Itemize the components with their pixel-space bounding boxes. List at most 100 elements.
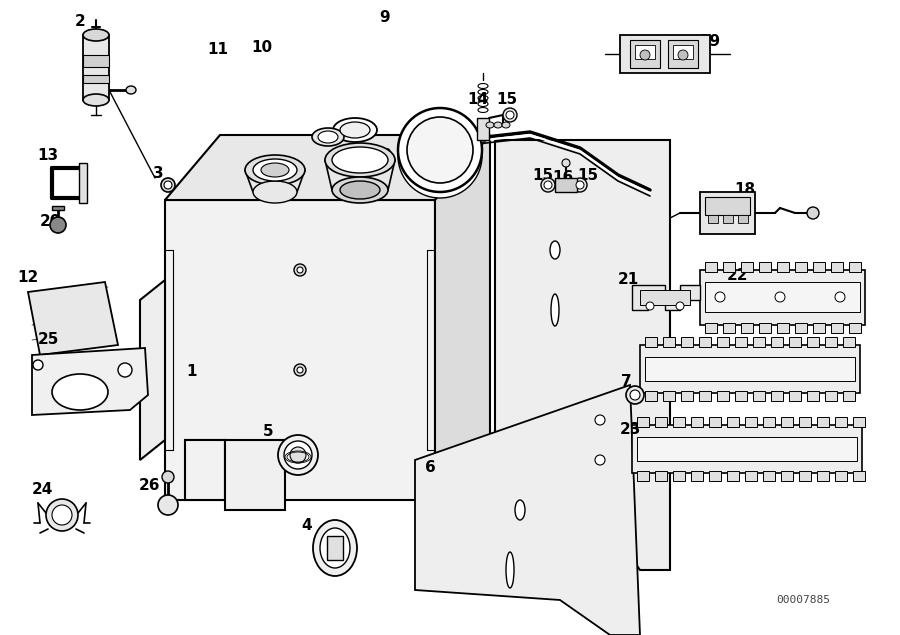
Bar — [853, 471, 865, 481]
Ellipse shape — [320, 528, 350, 568]
Bar — [83, 35, 109, 100]
Polygon shape — [632, 285, 700, 310]
Polygon shape — [140, 280, 165, 460]
Circle shape — [284, 441, 312, 469]
Bar — [705, 197, 750, 215]
Circle shape — [676, 302, 684, 310]
Bar — [645, 391, 657, 401]
Ellipse shape — [312, 128, 344, 146]
Bar — [637, 471, 649, 481]
Circle shape — [290, 447, 306, 463]
Text: 2: 2 — [75, 15, 86, 29]
Circle shape — [162, 471, 174, 483]
Text: 22: 22 — [727, 267, 749, 283]
Bar — [709, 417, 721, 427]
Bar — [789, 391, 801, 401]
Bar — [640, 290, 690, 305]
Text: 5: 5 — [263, 425, 274, 439]
Bar — [727, 417, 739, 427]
Ellipse shape — [407, 117, 473, 183]
Bar — [663, 337, 675, 347]
Bar — [691, 417, 703, 427]
Bar — [723, 215, 733, 223]
Circle shape — [297, 367, 303, 373]
Ellipse shape — [486, 122, 494, 128]
Bar — [813, 262, 825, 272]
Ellipse shape — [332, 177, 388, 203]
Bar — [853, 417, 865, 427]
Circle shape — [595, 415, 605, 425]
Bar — [632, 425, 862, 473]
Circle shape — [646, 302, 654, 310]
Circle shape — [50, 217, 66, 233]
Ellipse shape — [332, 147, 388, 173]
Circle shape — [640, 50, 650, 60]
Circle shape — [164, 181, 172, 189]
Circle shape — [544, 181, 552, 189]
Bar — [763, 417, 775, 427]
Bar — [663, 391, 675, 401]
Ellipse shape — [494, 122, 502, 128]
Text: 26: 26 — [140, 478, 161, 493]
Circle shape — [52, 505, 72, 525]
Bar — [723, 262, 735, 272]
Bar — [807, 337, 819, 347]
Bar — [630, 40, 660, 68]
Circle shape — [678, 50, 688, 60]
Bar — [709, 471, 721, 481]
Bar — [681, 391, 693, 401]
Bar — [843, 391, 855, 401]
Bar — [753, 337, 765, 347]
Bar — [795, 323, 807, 333]
Ellipse shape — [126, 86, 136, 94]
Bar — [727, 471, 739, 481]
Bar — [673, 417, 685, 427]
Bar — [620, 35, 710, 73]
Bar — [700, 192, 755, 234]
Ellipse shape — [550, 241, 560, 259]
Text: 15: 15 — [533, 168, 554, 182]
Bar — [799, 417, 811, 427]
Text: 13: 13 — [38, 147, 58, 163]
Bar — [759, 262, 771, 272]
Circle shape — [626, 386, 644, 404]
Circle shape — [835, 292, 845, 302]
Bar — [831, 323, 843, 333]
Text: 17: 17 — [418, 150, 438, 166]
Bar — [835, 471, 847, 481]
Polygon shape — [165, 135, 490, 200]
Bar — [763, 471, 775, 481]
Bar — [705, 262, 717, 272]
Circle shape — [807, 207, 819, 219]
Bar — [741, 262, 753, 272]
Bar — [849, 323, 861, 333]
Polygon shape — [415, 385, 640, 635]
Text: 8: 8 — [380, 147, 391, 163]
Bar — [645, 337, 657, 347]
Ellipse shape — [333, 118, 377, 142]
Bar — [655, 471, 667, 481]
Bar — [795, 262, 807, 272]
Bar — [735, 337, 747, 347]
Text: 15: 15 — [497, 93, 518, 107]
Bar — [637, 437, 857, 461]
Polygon shape — [225, 440, 285, 510]
Circle shape — [297, 267, 303, 273]
Bar — [781, 471, 793, 481]
Bar — [771, 337, 783, 347]
Text: 11: 11 — [208, 43, 229, 58]
Text: 16: 16 — [553, 171, 573, 185]
Text: 7: 7 — [621, 375, 631, 389]
Circle shape — [506, 111, 514, 119]
Ellipse shape — [325, 143, 395, 177]
Ellipse shape — [253, 181, 297, 203]
Bar — [738, 215, 748, 223]
Bar — [668, 40, 698, 68]
Ellipse shape — [245, 155, 305, 185]
Bar — [699, 391, 711, 401]
Circle shape — [46, 499, 78, 531]
Ellipse shape — [83, 29, 109, 41]
Polygon shape — [435, 135, 490, 500]
Bar — [477, 118, 489, 140]
Text: 20: 20 — [40, 215, 60, 229]
